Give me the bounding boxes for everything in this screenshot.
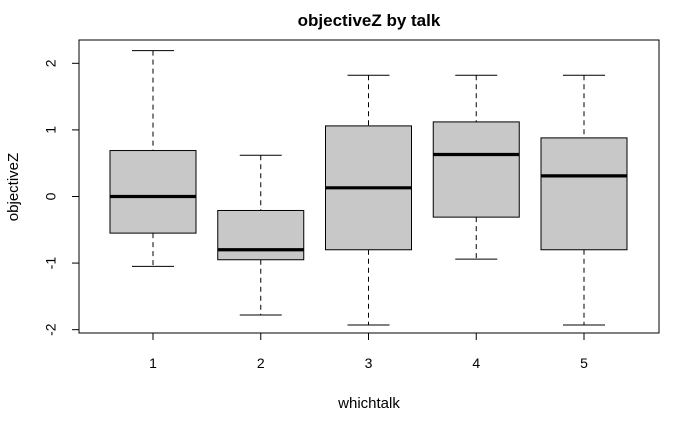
box-group: [109, 50, 197, 267]
x-axis-label: whichtalk: [337, 395, 400, 412]
y-tick-label: -1: [43, 257, 59, 270]
y-tick-label: 1: [43, 126, 59, 134]
x-tick-label: 1: [149, 355, 157, 371]
box-iqr: [432, 121, 520, 218]
box-group: [432, 74, 520, 260]
y-axis-label: objectiveZ: [5, 153, 22, 221]
box-group: [540, 74, 628, 326]
x-tick-label: 5: [580, 355, 588, 371]
box-iqr: [109, 150, 197, 234]
box-group: [217, 154, 305, 316]
box-iqr: [540, 137, 628, 251]
y-tick-label: 2: [43, 59, 59, 67]
x-tick-label: 4: [472, 355, 480, 371]
box-group: [325, 74, 412, 326]
y-tick-label: 0: [43, 192, 59, 200]
chart-title: objectiveZ by talk: [298, 11, 441, 30]
y-tick-label: -2: [43, 323, 59, 336]
y-axis: -2 -1 0 1 2: [43, 59, 80, 336]
box-iqr: [217, 209, 305, 261]
boxes-layer: [109, 50, 628, 326]
x-tick-label: 3: [365, 355, 373, 371]
x-axis: 1 2 3 4 5: [149, 332, 588, 371]
x-tick-label: 2: [257, 355, 265, 371]
